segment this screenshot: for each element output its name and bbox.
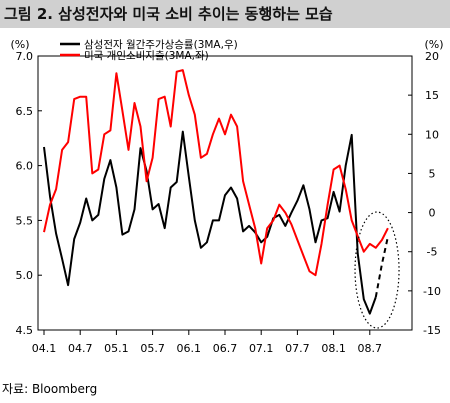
x-tick-label-6: 07.1	[249, 342, 274, 355]
right-tick-label-6: 15	[425, 89, 439, 102]
right-tick-label-4: 5	[429, 167, 436, 180]
right-tick-label-0: -15	[423, 324, 441, 337]
right-axis-unit: (%)	[424, 38, 443, 51]
legend-label-1: 미국 개인소비지출(3MA,좌)	[84, 50, 209, 62]
source-note: 자료: Bloomberg	[2, 382, 98, 396]
x-tick-label-1: 04.7	[68, 342, 93, 355]
annotation-ellipse	[354, 211, 400, 329]
chart-title: 그림 2. 삼성전자와 미국 소비 추이는 동행하는 모습	[0, 0, 450, 28]
series-line-1	[374, 236, 389, 298]
left-tick-label-5: 7.0	[16, 50, 34, 63]
x-tick-label-0: 04.1	[32, 342, 57, 355]
left-tick-label-3: 6.0	[16, 160, 34, 173]
x-tick-label-2: 05.1	[104, 342, 129, 355]
x-tick-label-3: 05.7	[140, 342, 165, 355]
x-tick-label-7: 07.7	[285, 342, 310, 355]
x-tick-label-5: 06.7	[213, 342, 238, 355]
x-tick-label-8: 08.1	[321, 342, 346, 355]
right-tick-label-3: 0	[429, 207, 436, 220]
left-axis-unit: (%)	[10, 38, 29, 51]
left-tick-label-0: 4.5	[16, 324, 34, 337]
right-tick-label-1: -10	[423, 285, 441, 298]
right-tick-label-7: 20	[425, 50, 439, 63]
left-tick-label-2: 5.5	[16, 214, 34, 227]
right-tick-label-5: 10	[425, 128, 439, 141]
left-tick-label-1: 5.0	[16, 269, 34, 282]
right-tick-label-2: -5	[427, 246, 438, 259]
x-tick-label-9: 08.7	[358, 342, 383, 355]
series-line-0	[43, 130, 377, 315]
legend-label-0: 삼성전자 월간주가상승률(3MA,우)	[84, 39, 238, 51]
left-tick-label-4: 6.5	[16, 105, 34, 118]
x-tick-label-4: 06.1	[177, 342, 202, 355]
series-line-2	[43, 69, 389, 277]
